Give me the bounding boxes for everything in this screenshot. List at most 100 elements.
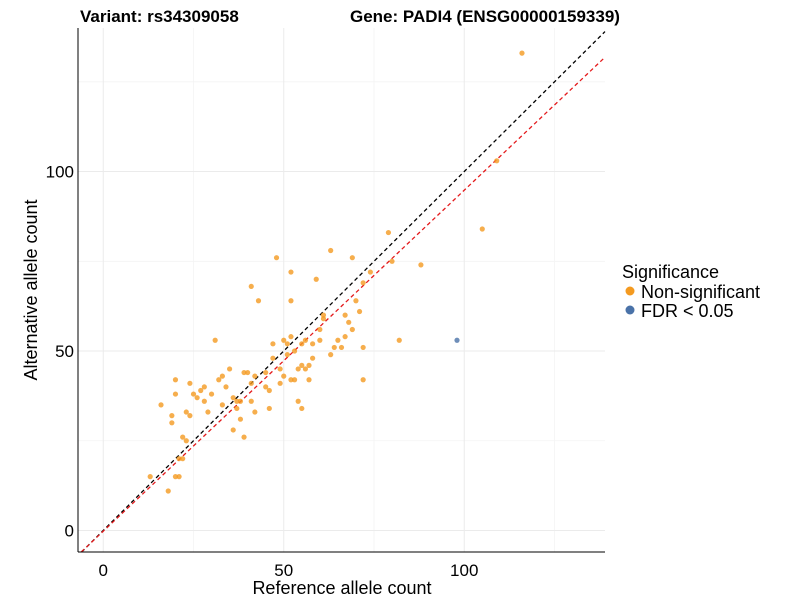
legend-title: Significance — [622, 262, 719, 282]
nonsignificant-point — [295, 366, 301, 372]
nonsignificant-point — [346, 319, 352, 325]
nonsignificant-point — [328, 352, 334, 358]
nonsignificant-point — [494, 158, 500, 164]
chart-title-variant: Variant: rs34309058 — [80, 7, 239, 26]
nonsignificant-point — [302, 337, 309, 343]
nonsignificant-point — [187, 380, 193, 386]
nonsignificant-point — [360, 377, 366, 383]
nonsignificant-point — [183, 438, 189, 444]
legend-swatch-non-significant — [625, 286, 635, 296]
x-tick-labels: 0 50 100 — [99, 561, 479, 580]
nonsignificant-point — [176, 456, 182, 462]
nonsignificant-point — [252, 373, 258, 379]
nonsignificant-point — [320, 316, 327, 322]
y-tick-labels: 0 50 100 — [46, 163, 74, 541]
nonsignificant-point — [248, 283, 254, 290]
nonsignificant-point — [190, 391, 197, 397]
fit-reference-line — [80, 56, 606, 553]
nonsignificant-point — [349, 255, 355, 261]
nonsignificant-point — [288, 334, 294, 340]
nonsignificant-point — [302, 366, 309, 372]
nonsignificant-point — [320, 312, 327, 318]
nonsignificant-point — [237, 416, 244, 422]
nonsignificant-point — [360, 344, 366, 351]
nonsignificant-point — [313, 276, 319, 282]
nonsignificant-point — [241, 369, 247, 376]
nonsignificant-point — [216, 377, 222, 383]
nonsignificant-point — [277, 380, 283, 386]
nonsignificant-point — [252, 409, 258, 415]
y-tick-label: 50 — [55, 342, 74, 361]
nonsignificant-point — [169, 420, 175, 426]
nonsignificant-point — [248, 398, 254, 404]
nonsignificant-point — [310, 341, 316, 347]
legend-swatch-fdr — [625, 305, 635, 315]
nonsignificant-point — [299, 405, 305, 412]
nonsignificant-point — [281, 373, 287, 379]
nonsignificant-point — [310, 355, 316, 361]
nonsignificant-point — [360, 280, 366, 286]
legend-label-fdr: FDR < 0.05 — [641, 301, 734, 321]
y-axis-label: Alternative allele count — [21, 199, 41, 380]
nonsignificant-point — [270, 355, 276, 361]
nonsignificant-point — [389, 258, 395, 264]
nonsignificant-point — [255, 298, 262, 304]
legend: Significance Non-significant FDR < 0.05 — [622, 262, 760, 321]
nonsignificant-point — [187, 413, 193, 419]
nonsignificant-point — [288, 377, 294, 383]
x-tick-label: 0 — [99, 561, 108, 580]
nonsignificant-point — [295, 398, 301, 404]
nonsignificant-point — [230, 395, 236, 401]
data-points — [147, 50, 525, 494]
nonsignificant-point — [180, 434, 186, 440]
nonsignificant-point — [147, 474, 153, 480]
nonsignificant-point — [306, 377, 312, 383]
nonsignificant-point — [219, 402, 225, 408]
nonsignificant-point — [353, 298, 359, 304]
nonsignificant-point — [169, 413, 175, 419]
nonsignificant-point — [328, 247, 334, 254]
y-tick-label: 100 — [46, 163, 74, 182]
nonsignificant-point — [266, 387, 272, 394]
chart-title-gene: Gene: PADI4 (ENSG00000159339) — [350, 7, 620, 26]
nonsignificant-point — [223, 384, 229, 390]
nonsignificant-point — [277, 366, 283, 372]
nonsignificant-point — [342, 312, 348, 318]
nonsignificant-point — [367, 269, 373, 275]
axes — [77, 28, 605, 553]
identity-reference-line — [81, 31, 606, 553]
nonsignificant-point — [227, 366, 233, 372]
nonsignificant-point — [183, 409, 189, 415]
nonsignificant-point — [245, 369, 251, 376]
nonsignificant-point — [299, 362, 305, 368]
nonsignificant-point — [165, 488, 171, 494]
nonsignificant-point — [331, 344, 337, 351]
nonsignificant-point — [385, 229, 392, 236]
nonsignificant-point — [342, 334, 348, 340]
nonsignificant-point — [479, 226, 485, 232]
nonsignificant-point — [219, 373, 225, 379]
nonsignificant-point — [266, 405, 272, 412]
nonsignificant-point — [418, 262, 424, 268]
nonsignificant-point — [519, 50, 525, 56]
nonsignificant-point — [288, 269, 294, 275]
nonsignificant-point — [284, 341, 290, 347]
significant-point — [454, 337, 460, 343]
nonsignificant-point — [306, 362, 312, 368]
nonsignificant-point — [288, 298, 294, 304]
nonsignificant-point — [172, 474, 179, 480]
nonsignificant-point — [158, 402, 164, 408]
nonsignificant-point — [291, 348, 298, 354]
x-axis-label: Reference allele count — [252, 578, 431, 598]
nonsignificant-point — [263, 384, 269, 390]
nonsignificant-point — [201, 398, 207, 404]
nonsignificant-point — [234, 398, 240, 404]
nonsignificant-point — [230, 427, 236, 433]
nonsignificant-point — [241, 434, 247, 440]
nonsignificant-point — [335, 337, 341, 343]
nonsignificant-point — [248, 380, 254, 386]
nonsignificant-point — [270, 341, 276, 347]
nonsignificant-point — [396, 337, 402, 343]
nonsignificant-point — [273, 255, 280, 261]
